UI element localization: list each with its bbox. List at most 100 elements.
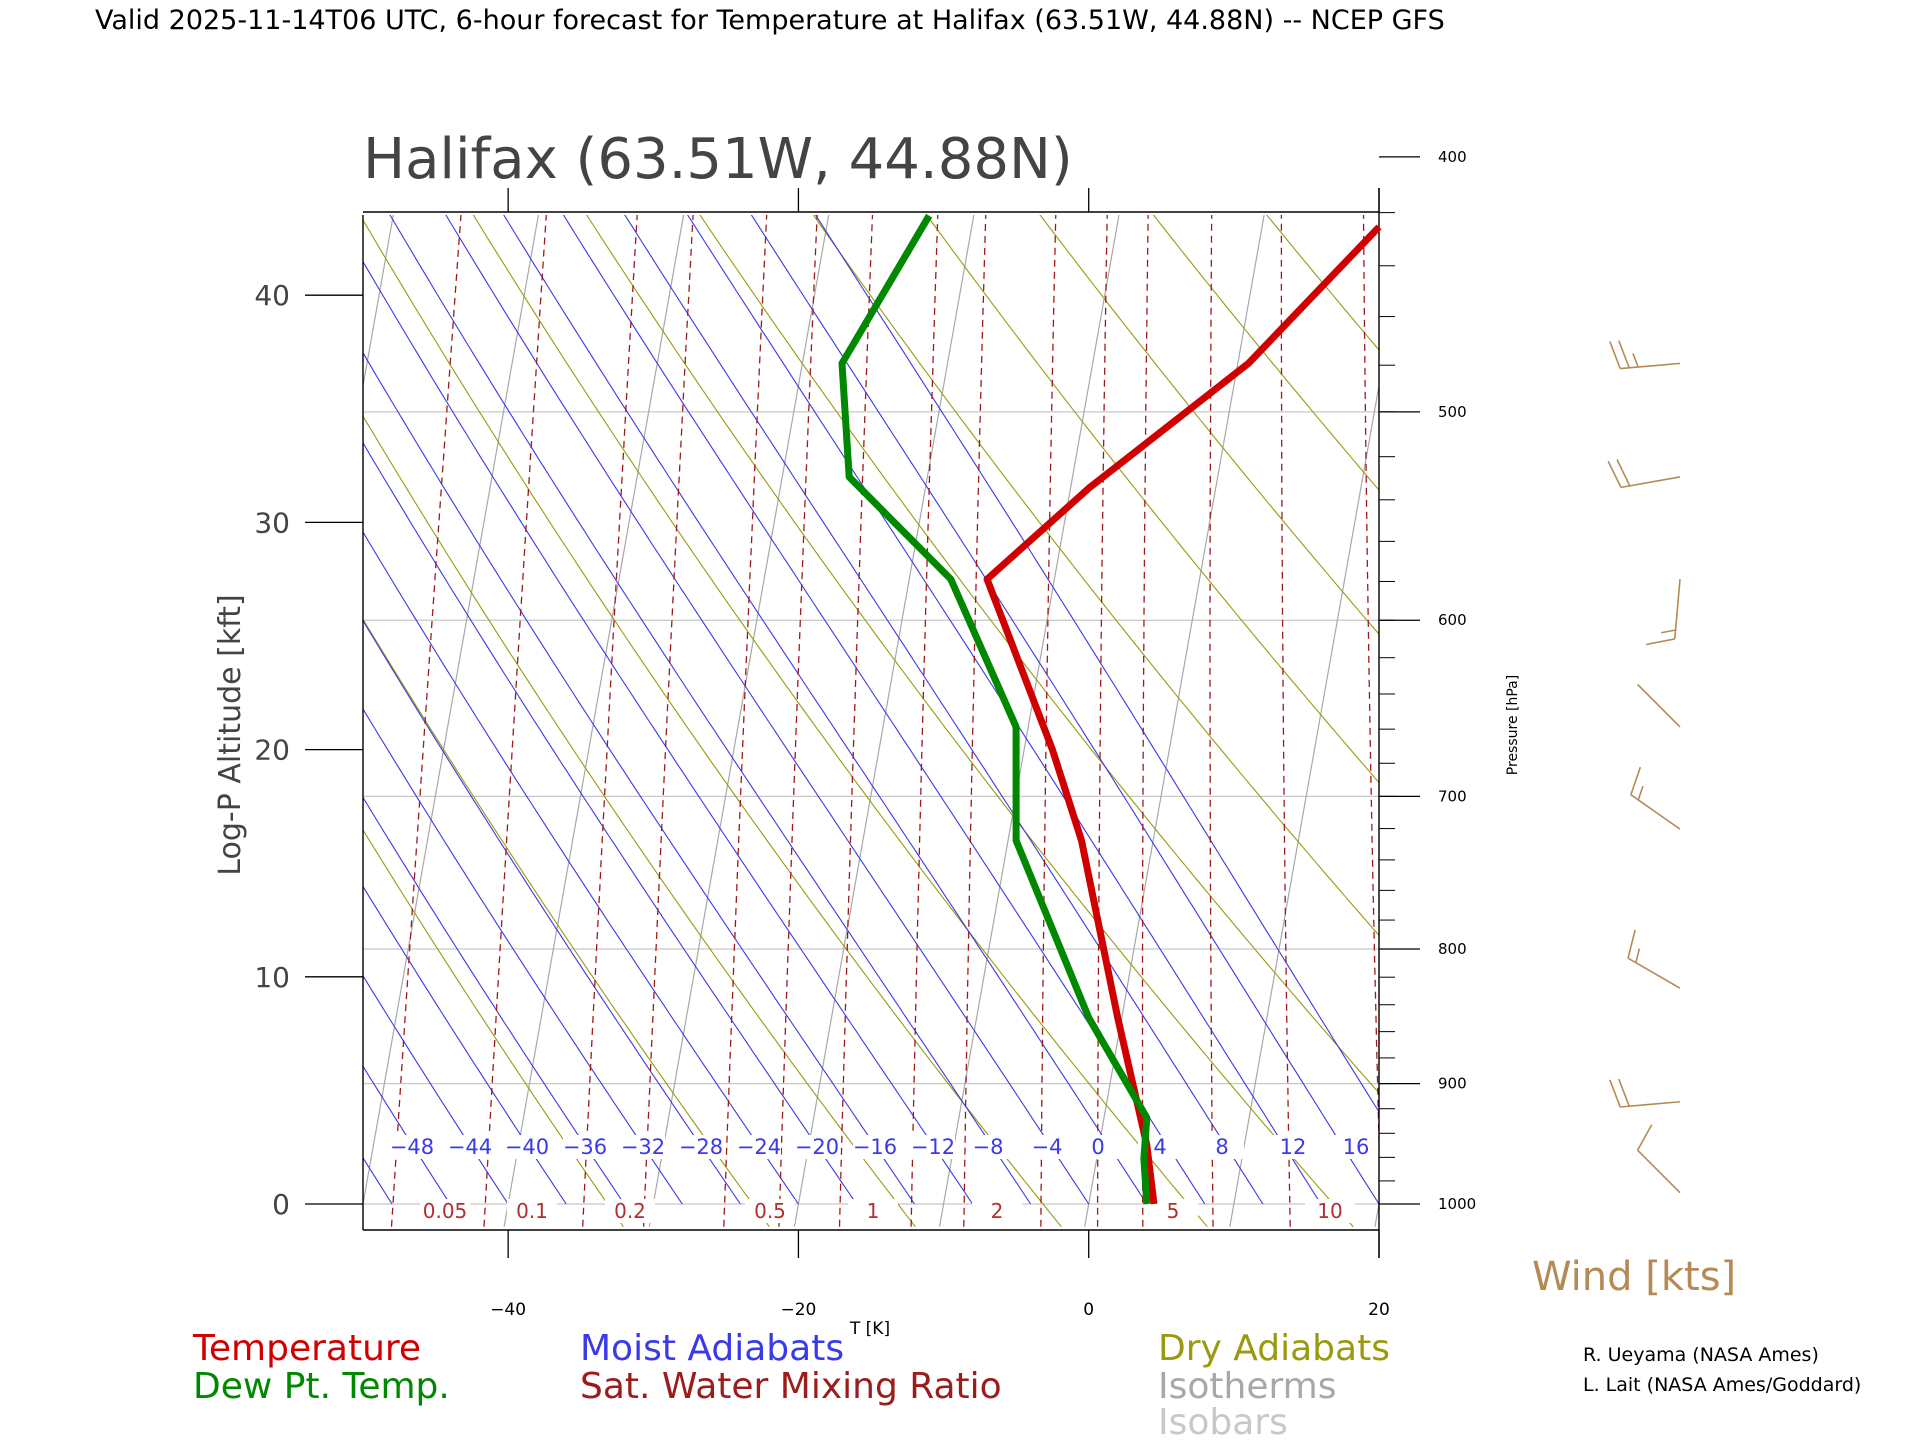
wind-barb [1609,1078,1681,1108]
moist-adiabat-line [363,885,567,1205]
mixing-label-bg [507,1199,557,1223]
moist-label-bg [1334,1135,1378,1159]
mixing-ratio-line [1141,215,1149,1227]
moist-adiabat-label: −12 [911,1135,955,1159]
mixing-ratio-line [1040,215,1057,1227]
moist-adiabat-line [0,0,334,1204]
moist-adiabat-labels: −48 −44 −40 −36 −32 −28 −24 −20 −16 −12 −8 −4 0 4 8 12 1… [390,1135,1378,1159]
isotherm-line [503,215,685,1227]
dry-adiabat-line [363,618,770,1228]
mixing-ratio-lines [390,215,1379,1227]
wind-barb-staff [1630,794,1681,830]
moist-adiabat-label: −24 [737,1135,781,1159]
wind-barb-staff [1673,579,1681,640]
dry-adiabat-line [363,219,1062,1228]
moist-adiabat-line [363,707,683,1205]
moist-adiabat-label: −32 [621,1135,665,1159]
dry-adiabat-line [585,215,1354,1228]
wind-barb-staff [1627,957,1681,989]
x-tick-label: 20 [1368,1300,1390,1320]
dry-adiabat-line [812,215,1379,937]
isobar-lines [363,411,1379,1205]
mixing-label-bg [605,1199,655,1223]
dry-adiabat-line [1152,215,1379,491]
wind-barb [1636,1124,1681,1194]
moist-adiabat-line [363,796,625,1205]
moist-label-bg [1025,1135,1069,1159]
wind-barb-half-feather [1661,629,1676,634]
pressure-axis: 1000900800700600500400300200 [1379,148,1476,1213]
mixing-ratio-line [642,215,694,1227]
mixing-ratio-label: 0.5 [754,1199,786,1223]
isotherm-line [648,215,830,1227]
station-title: Halifax (63.51W, 44.88N) [363,127,1073,192]
wind-barb-staff [1620,1100,1681,1108]
wind-barb-half-feather [1637,785,1644,801]
dry-adiabat-line [1371,204,1920,1226]
legend-temperature: Temperature [192,1328,421,1369]
moist-adiabat-line [363,260,974,1205]
mixing-ratio-line [1096,215,1108,1227]
moist-adiabat-label: 12 [1280,1135,1307,1159]
moist-adiabat-label: 4 [1153,1135,1166,1159]
moist-label-bg [679,1135,723,1159]
moist-adiabat-lines [0,0,1379,1205]
y-axis-label: Log-P Altitude [kft] [213,594,248,875]
legend-dewpoint: Dew Pt. Temp. [193,1366,450,1407]
moist-adiabat-label: −4 [1032,1135,1063,1159]
wind-barb-staff [1637,1149,1681,1194]
wind-barb [1646,579,1681,646]
x-tick-label: −40 [490,1300,526,1320]
x-tick-label: 0 [1083,1300,1094,1320]
mixing-ratio-labels: 0.05 0.1 0.2 0.5 1 2 5 10 [420,1199,1355,1223]
y-tick-label: 0 [272,1188,290,1221]
moist-adiabat-line [363,619,741,1205]
moist-adiabat-line [503,215,1148,1205]
pressure-axis-label: Pressure [hPa] [1505,675,1521,775]
moist-adiabat-label: −8 [973,1135,1004,1159]
mixing-label-bg [1305,1199,1355,1223]
legend-dry-adiabats: Dry Adiabats [1158,1328,1390,1369]
dry-adiabat-line [699,215,1379,1094]
wind-barb [1627,929,1681,989]
moist-label-bg [1200,1135,1244,1159]
header-title: Valid 2025-11-14T06 UTC, 6-hour forecast… [95,5,1445,36]
legend-isotherms: Isotherms [1158,1366,1336,1407]
pressure-tick-label: 900 [1438,1075,1467,1093]
wind-barb-feather [1618,340,1630,369]
isotherm-lines [0,204,1379,1227]
moist-adiabat-label: 16 [1343,1135,1370,1159]
moist-label-bg [737,1135,781,1159]
dry-adiabat-line [1597,204,1920,1226]
altitude-axis: 0 10 20 30 40 [254,279,363,1221]
mixing-ratio-line [778,215,818,1227]
pressure-tick-label: 400 [1438,148,1467,166]
x-tick-label: −20 [780,1300,816,1320]
dry-adiabat-line [363,415,916,1228]
moist-label-bg [795,1135,839,1159]
wind-barb-staff [1620,476,1681,489]
moist-label-bg [1076,1135,1120,1159]
mixing-ratio-line [390,215,462,1227]
moist-adiabat-label: −48 [390,1135,434,1159]
x-axis-label: T [K] [849,1319,890,1339]
pressure-tick-label: 500 [1438,403,1467,421]
moist-adiabat-line [445,215,1090,1205]
moist-label-bg [448,1135,492,1159]
wind-barb [1637,683,1681,728]
moist-adiabat-label: −36 [563,1135,607,1159]
y-tick-label: 10 [254,961,290,994]
isotherm-line [0,204,105,1226]
wind-barb [1630,766,1681,830]
isotherm-line [793,215,975,1227]
mixing-ratio-label: 1 [867,1199,880,1223]
moist-adiabat-line [363,1156,393,1205]
wind-title: Wind [kts] [1532,1254,1736,1300]
mixing-ratio-line [910,215,939,1227]
moist-label-bg [621,1135,665,1159]
moist-label-bg [853,1135,897,1159]
moist-adiabat-line [814,215,1379,1113]
dry-adiabat-line [1484,204,1920,1226]
wind-barb-feather [1607,460,1622,488]
